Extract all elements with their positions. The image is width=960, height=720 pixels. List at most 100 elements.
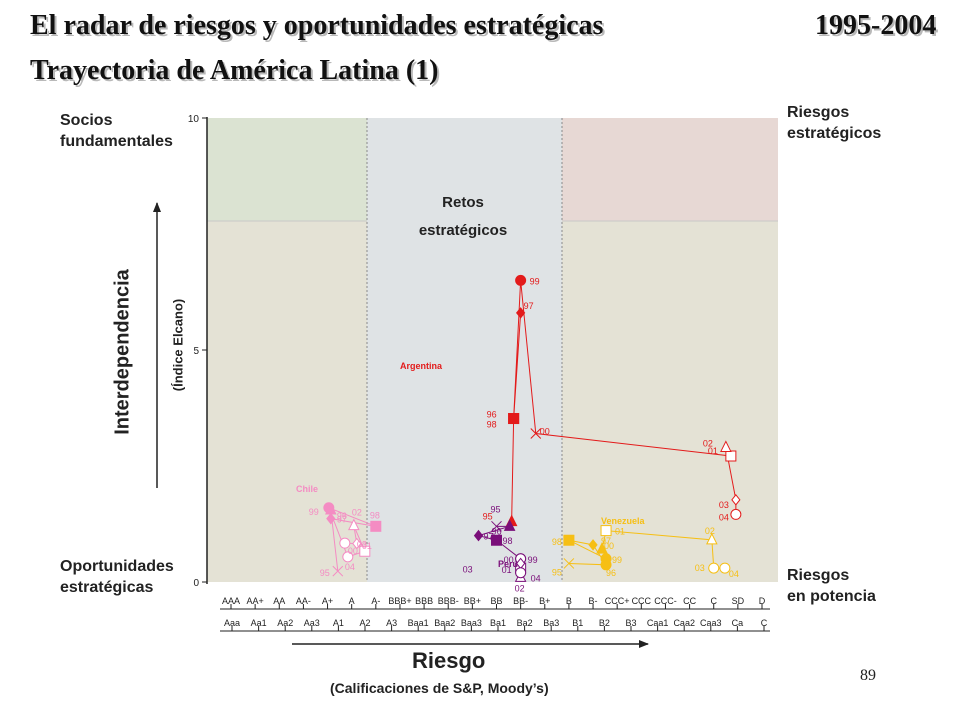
data-point (600, 525, 612, 537)
data-point (600, 553, 612, 565)
data-point (720, 440, 732, 452)
year-label: 98 (503, 536, 513, 546)
data-point (530, 428, 542, 439)
quadrant-label-line: fundamentales (60, 133, 173, 150)
data-point (323, 502, 335, 514)
sp-rating-label: CCC (632, 596, 652, 606)
quadrant-label-top-right: Riesgos estratégicos (787, 102, 881, 144)
year-label: 00 (504, 555, 514, 565)
moodys-rating-label: A2 (359, 618, 370, 628)
data-point (730, 508, 742, 520)
data-point (342, 551, 354, 563)
year-label: 96 (606, 568, 616, 578)
year-label: 01 (502, 565, 512, 575)
quadrant-label-bottom-right: Riesgos en potencia (787, 565, 876, 607)
year-label: 01 (615, 527, 625, 537)
quadrant-label-line: Socios (60, 112, 113, 129)
year-label: 95 (552, 567, 562, 577)
year-label: 95 (483, 512, 493, 522)
data-point (491, 520, 502, 532)
sp-rating-label: AAA (222, 596, 240, 606)
year-label: 99 (309, 507, 319, 517)
year-label: 01 (362, 541, 372, 551)
moodys-rating-label: B2 (599, 618, 610, 628)
sp-rating-label: B (566, 596, 572, 606)
series-name-label: Perú (498, 559, 518, 569)
year-label: 98 (552, 537, 562, 547)
sp-rating-label: A+ (322, 596, 333, 606)
year-range: 1995-2004 (815, 10, 937, 41)
sp-rating-label: SD (732, 596, 745, 606)
zone-label-line: Retos (442, 194, 484, 211)
quadrant-label-line: estratégicas (60, 579, 154, 596)
zone-challenges (367, 118, 562, 582)
data-point (708, 562, 720, 574)
moodys-rating-label: Ca (732, 618, 744, 628)
year-label: 95 (320, 568, 330, 578)
data-point (515, 567, 527, 579)
moodys-rating-label: Aa2 (277, 618, 293, 628)
slide-subtitle: Trayectoria de América Latina (1) (30, 55, 439, 86)
year-label: 01 (708, 446, 718, 456)
year-label: 96 (337, 511, 347, 521)
data-point (508, 413, 520, 425)
sp-rating-label: BBB (415, 596, 433, 606)
quadrant-label-line: estratégicos (787, 125, 882, 142)
sp-rating-label: CCC+ (605, 596, 630, 606)
year-label: 03 (463, 564, 473, 574)
zone-top-left (207, 118, 367, 221)
year-label: 97 (524, 301, 534, 311)
moodys-rating-label: Aa1 (251, 618, 267, 628)
year-label: 97 (601, 536, 611, 546)
data-point (370, 520, 382, 532)
data-point (359, 545, 371, 557)
data-point (596, 542, 608, 554)
moodys-rating-labels: Aaa Aa1 Aa2 Aa3 A1 A2 A3 Baa1 Baa2 Baa3 Ba1 Ba2 Ba3 B… (224, 618, 768, 631)
data-point (515, 274, 527, 286)
moodys-rating-label: A1 (333, 618, 344, 628)
year-label: 97 (337, 515, 347, 525)
year-label: 04 (719, 512, 729, 522)
year-label: 97 (484, 532, 494, 542)
sp-rating-labels: AAA AA+ AA AA- A+ A A- BBB+ BBB BBB- BB+ BB BB- B+ B B-… (222, 596, 766, 609)
y-tick-label: 5 (193, 346, 199, 357)
year-label: 00 (348, 546, 358, 556)
quadrant-label-bottom-left: Oportunidades estratégicas (60, 556, 174, 598)
data-point (515, 307, 526, 319)
sp-rating-label: B- (589, 596, 598, 606)
data-point (352, 537, 362, 550)
moodys-rating-label: Aa3 (304, 618, 320, 628)
x-axis-title: Riesgo (412, 648, 486, 673)
data-point (339, 537, 351, 549)
sp-rating-label: A- (371, 596, 380, 606)
moodys-rating-label: Caa1 (647, 618, 669, 628)
data-point (563, 558, 575, 569)
quadrant-label-line: Riesgos (787, 567, 850, 584)
series-name-label: Chile (296, 484, 318, 494)
sp-rating-label: AA+ (247, 596, 264, 606)
sp-rating-label: CC (683, 596, 696, 606)
data-point (725, 450, 737, 462)
sp-rating-label: B+ (539, 596, 550, 606)
quadrant-label-line: Riesgos (787, 104, 850, 121)
data-point (719, 562, 731, 574)
year-label: 03 (719, 500, 729, 510)
year-label: 04 (345, 562, 355, 572)
data-point (326, 512, 336, 525)
data-point (731, 494, 741, 506)
year-label: 03 (357, 540, 367, 550)
moodys-rating-label: Baa1 (408, 618, 429, 628)
zone-label-line: estratégicos (419, 222, 507, 239)
moodys-rating-label: A3 (386, 618, 397, 628)
sp-rating-label: BB (490, 596, 502, 606)
moodys-rating-label: Baa3 (461, 618, 482, 628)
sp-rating-label: D (759, 596, 766, 606)
year-label: 95 (491, 504, 501, 514)
year-label: 99 (530, 276, 540, 286)
data-point (503, 519, 516, 531)
